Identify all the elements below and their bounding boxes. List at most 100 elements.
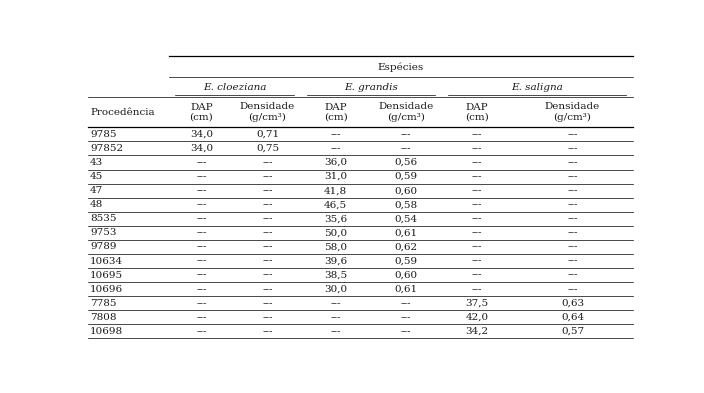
Text: 39,6: 39,6 bbox=[324, 257, 347, 266]
Text: ---: --- bbox=[567, 257, 578, 266]
Text: ---: --- bbox=[196, 158, 207, 167]
Text: ---: --- bbox=[263, 158, 272, 167]
Text: ---: --- bbox=[196, 313, 207, 322]
Text: ---: --- bbox=[472, 130, 482, 139]
Text: 9789: 9789 bbox=[90, 242, 117, 252]
Text: ---: --- bbox=[472, 172, 482, 181]
Text: 10698: 10698 bbox=[90, 327, 123, 336]
Text: ---: --- bbox=[263, 285, 272, 294]
Text: 34,0: 34,0 bbox=[190, 130, 213, 139]
Text: ---: --- bbox=[567, 144, 578, 153]
Text: 46,5: 46,5 bbox=[324, 200, 347, 209]
Text: ---: --- bbox=[330, 144, 341, 153]
Text: ---: --- bbox=[263, 242, 272, 252]
Text: ---: --- bbox=[196, 228, 207, 237]
Text: ---: --- bbox=[263, 327, 272, 336]
Text: ---: --- bbox=[567, 271, 578, 279]
Text: Densidade
(g/cm³): Densidade (g/cm³) bbox=[379, 103, 434, 122]
Text: ---: --- bbox=[330, 313, 341, 322]
Text: ---: --- bbox=[263, 313, 272, 322]
Text: 0,59: 0,59 bbox=[394, 172, 417, 181]
Text: 34,0: 34,0 bbox=[190, 144, 213, 153]
Text: Procedência: Procedência bbox=[90, 108, 155, 117]
Text: DAP
(cm): DAP (cm) bbox=[189, 103, 213, 122]
Text: ---: --- bbox=[196, 186, 207, 195]
Text: DAP
(cm): DAP (cm) bbox=[324, 103, 348, 122]
Text: 0,58: 0,58 bbox=[394, 200, 417, 209]
Text: ---: --- bbox=[196, 242, 207, 252]
Text: ---: --- bbox=[263, 228, 272, 237]
Text: ---: --- bbox=[472, 200, 482, 209]
Text: DAP
(cm): DAP (cm) bbox=[465, 103, 489, 122]
Text: ---: --- bbox=[263, 200, 272, 209]
Text: ---: --- bbox=[567, 200, 578, 209]
Text: 34,2: 34,2 bbox=[465, 327, 489, 336]
Text: 41,8: 41,8 bbox=[324, 186, 347, 195]
Text: 0,62: 0,62 bbox=[394, 242, 417, 252]
Text: ---: --- bbox=[567, 172, 578, 181]
Text: ---: --- bbox=[401, 299, 411, 308]
Text: ---: --- bbox=[472, 228, 482, 237]
Text: ---: --- bbox=[472, 186, 482, 195]
Text: ---: --- bbox=[196, 285, 207, 294]
Text: ---: --- bbox=[401, 327, 411, 336]
Text: E. cloeziana: E. cloeziana bbox=[203, 83, 266, 92]
Text: 0,61: 0,61 bbox=[394, 228, 417, 237]
Text: ---: --- bbox=[196, 172, 207, 181]
Text: 0,56: 0,56 bbox=[394, 158, 417, 167]
Text: 50,0: 50,0 bbox=[324, 228, 347, 237]
Text: 8535: 8535 bbox=[90, 214, 117, 223]
Text: ---: --- bbox=[567, 242, 578, 252]
Text: 31,0: 31,0 bbox=[324, 172, 347, 181]
Text: ---: --- bbox=[401, 313, 411, 322]
Text: ---: --- bbox=[196, 214, 207, 223]
Text: E. grandis: E. grandis bbox=[344, 83, 398, 92]
Text: 0,59: 0,59 bbox=[394, 257, 417, 266]
Text: 45: 45 bbox=[90, 172, 103, 181]
Text: 7785: 7785 bbox=[90, 299, 117, 308]
Text: ---: --- bbox=[263, 257, 272, 266]
Text: ---: --- bbox=[196, 271, 207, 279]
Text: 0,54: 0,54 bbox=[394, 214, 417, 223]
Text: 9753: 9753 bbox=[90, 228, 117, 237]
Text: ---: --- bbox=[567, 214, 578, 223]
Text: 0,61: 0,61 bbox=[394, 285, 417, 294]
Text: ---: --- bbox=[472, 214, 482, 223]
Text: ---: --- bbox=[263, 186, 272, 195]
Text: ---: --- bbox=[196, 327, 207, 336]
Text: 0,64: 0,64 bbox=[561, 313, 584, 322]
Text: 30,0: 30,0 bbox=[324, 285, 347, 294]
Text: ---: --- bbox=[196, 200, 207, 209]
Text: 0,57: 0,57 bbox=[561, 327, 584, 336]
Text: ---: --- bbox=[330, 130, 341, 139]
Text: Densidade
(g/cm³): Densidade (g/cm³) bbox=[545, 103, 600, 122]
Text: ---: --- bbox=[567, 186, 578, 195]
Text: 47: 47 bbox=[90, 186, 103, 195]
Text: 0,71: 0,71 bbox=[256, 130, 279, 139]
Text: ---: --- bbox=[567, 130, 578, 139]
Text: Densidade
(g/cm³): Densidade (g/cm³) bbox=[240, 103, 295, 122]
Text: 35,6: 35,6 bbox=[324, 214, 347, 223]
Text: 7808: 7808 bbox=[90, 313, 117, 322]
Text: 36,0: 36,0 bbox=[324, 158, 347, 167]
Text: 0,60: 0,60 bbox=[394, 271, 417, 279]
Text: 58,0: 58,0 bbox=[324, 242, 347, 252]
Text: ---: --- bbox=[472, 257, 482, 266]
Text: ---: --- bbox=[263, 299, 272, 308]
Text: ---: --- bbox=[263, 172, 272, 181]
Text: 37,5: 37,5 bbox=[465, 299, 489, 308]
Text: ---: --- bbox=[330, 299, 341, 308]
Text: Espécies: Espécies bbox=[377, 62, 424, 72]
Text: ---: --- bbox=[472, 158, 482, 167]
Text: ---: --- bbox=[567, 158, 578, 167]
Text: ---: --- bbox=[567, 228, 578, 237]
Text: ---: --- bbox=[401, 130, 411, 139]
Text: 10696: 10696 bbox=[90, 285, 123, 294]
Text: ---: --- bbox=[472, 242, 482, 252]
Text: 10634: 10634 bbox=[90, 257, 123, 266]
Text: ---: --- bbox=[263, 271, 272, 279]
Text: 42,0: 42,0 bbox=[465, 313, 489, 322]
Text: 43: 43 bbox=[90, 158, 103, 167]
Text: 0,60: 0,60 bbox=[394, 186, 417, 195]
Text: ---: --- bbox=[472, 271, 482, 279]
